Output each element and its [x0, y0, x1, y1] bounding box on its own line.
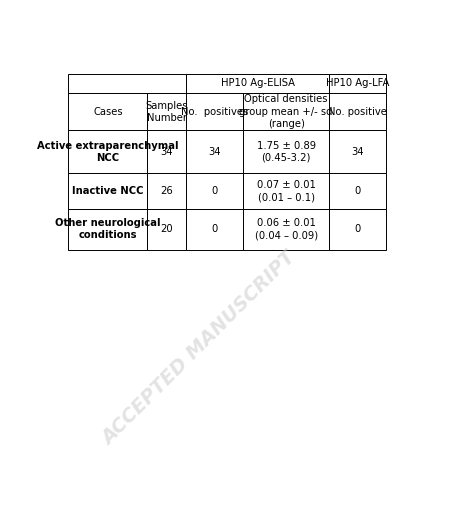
Text: 0.07 ± 0.01
(0.01 – 0.1): 0.07 ± 0.01 (0.01 – 0.1): [256, 180, 316, 202]
Text: No. positive: No. positive: [328, 107, 387, 117]
Bar: [147, 130, 186, 173]
Text: Active extraparenchymal
NCC: Active extraparenchymal NCC: [37, 140, 179, 163]
Text: 0: 0: [355, 186, 361, 196]
Bar: [329, 130, 386, 173]
Text: 0.06 ± 0.01
(0.04 – 0.09): 0.06 ± 0.01 (0.04 – 0.09): [255, 218, 318, 240]
Bar: [147, 93, 186, 130]
Bar: [329, 209, 386, 250]
Text: ACCEPTED MANUSCRIPT: ACCEPTED MANUSCRIPT: [99, 248, 299, 448]
Bar: [68, 209, 147, 250]
Text: 0: 0: [211, 186, 218, 196]
Bar: [186, 93, 243, 130]
Bar: [68, 73, 186, 93]
Text: 34: 34: [352, 147, 364, 157]
Bar: [68, 173, 147, 209]
Text: No.  positives: No. positives: [181, 107, 248, 117]
Text: 0: 0: [355, 224, 361, 234]
Bar: [186, 130, 243, 173]
Text: 34: 34: [208, 147, 221, 157]
Bar: [243, 130, 329, 173]
Bar: [68, 130, 147, 173]
Bar: [186, 209, 243, 250]
Text: 34: 34: [161, 147, 173, 157]
Text: 26: 26: [160, 186, 173, 196]
Bar: [68, 93, 147, 130]
Bar: [243, 93, 329, 130]
Text: HP10 Ag-LFA: HP10 Ag-LFA: [326, 78, 390, 88]
Text: Cases: Cases: [93, 107, 123, 117]
Text: 0: 0: [211, 224, 218, 234]
Bar: [329, 173, 386, 209]
Text: HP10 Ag-ELISA: HP10 Ag-ELISA: [220, 78, 295, 88]
Text: Inactive NCC: Inactive NCC: [72, 186, 144, 196]
Bar: [186, 73, 329, 93]
Bar: [186, 173, 243, 209]
Bar: [329, 93, 386, 130]
Bar: [147, 209, 186, 250]
Bar: [243, 173, 329, 209]
Text: Other neurological
conditions: Other neurological conditions: [55, 218, 161, 240]
Bar: [147, 173, 186, 209]
Text: 20: 20: [160, 224, 173, 234]
Text: 1.75 ± 0.89
(0.45-3.2): 1.75 ± 0.89 (0.45-3.2): [256, 140, 316, 163]
Text: Optical densities
group mean +/- sd
(range): Optical densities group mean +/- sd (ran…: [239, 95, 333, 129]
Bar: [329, 73, 386, 93]
Text: Samples
Number: Samples Number: [146, 100, 188, 123]
Bar: [243, 209, 329, 250]
